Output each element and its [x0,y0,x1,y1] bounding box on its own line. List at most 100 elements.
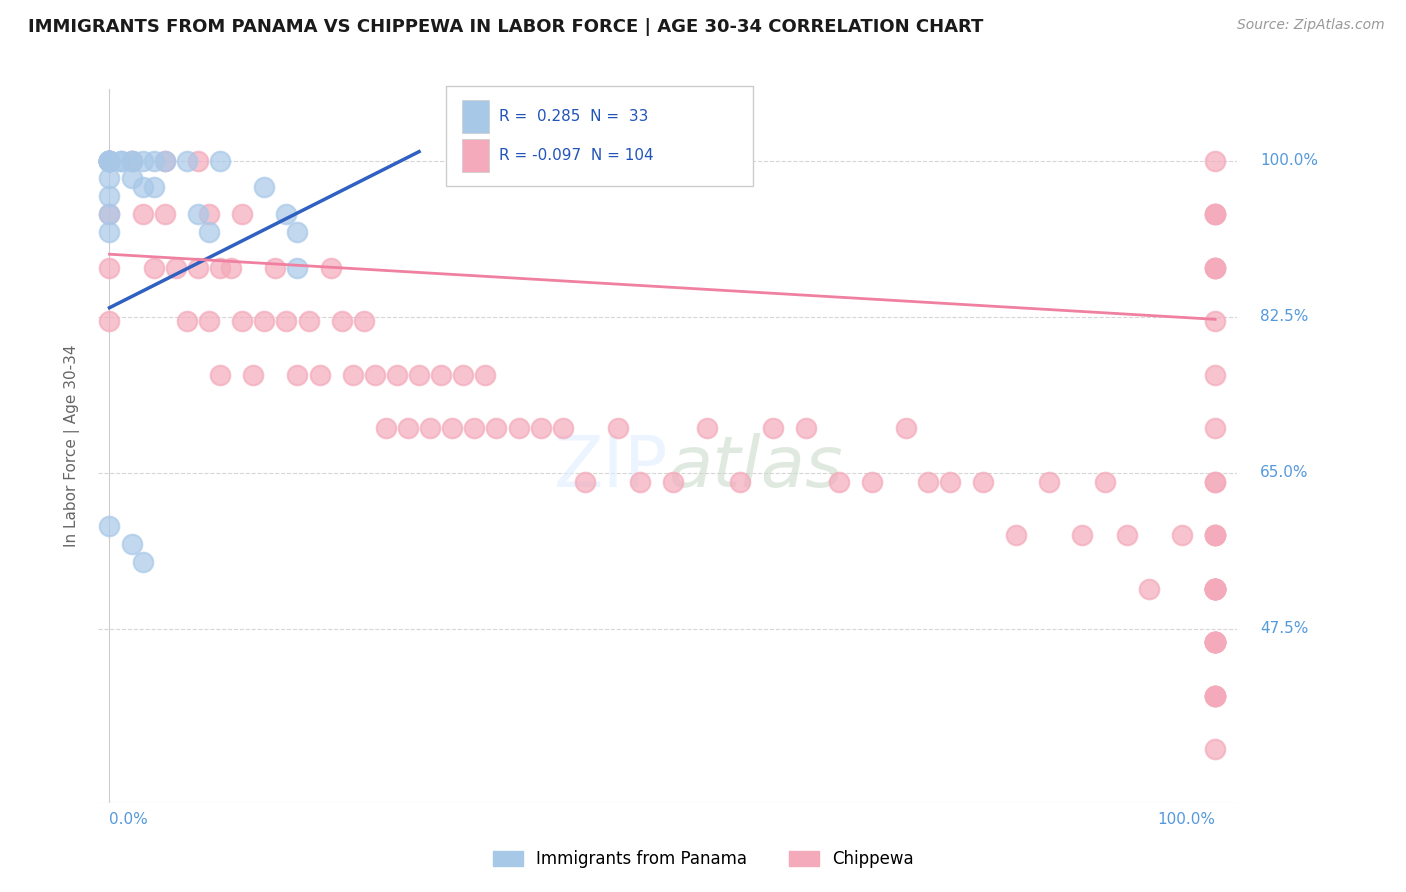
Point [98,153,121,168]
Point [828,475,851,489]
Point [209,153,232,168]
Point [131,180,153,194]
Point [1204,207,1226,221]
Point [98,153,121,168]
Legend: Immigrants from Panama, Chippewa: Immigrants from Panama, Chippewa [486,844,920,875]
Point [1204,260,1226,275]
Point [463,421,485,435]
Point [1204,260,1226,275]
Point [98,207,121,221]
Point [98,153,121,168]
Point [1204,368,1226,382]
Point [574,475,596,489]
Point [209,260,232,275]
Point [696,421,718,435]
Point [1204,260,1226,275]
Point [1204,689,1226,703]
Point [187,153,209,168]
Point [142,180,165,194]
Point [1137,582,1160,596]
Point [231,314,253,328]
Point [1204,582,1226,596]
Point [917,475,939,489]
Point [98,153,121,168]
Point [98,153,121,168]
Point [1115,528,1137,542]
Point [131,555,153,569]
Point [1204,635,1226,649]
Point [121,171,143,186]
Point [1204,635,1226,649]
Text: R = -0.097  N = 104: R = -0.097 N = 104 [499,148,654,163]
Point [894,421,917,435]
Point [419,421,441,435]
Point [508,421,530,435]
Point [1204,635,1226,649]
Point [607,421,630,435]
Point [198,207,221,221]
Point [98,189,121,203]
Point [396,421,419,435]
Point [1204,742,1226,756]
Point [187,260,209,275]
Point [1204,582,1226,596]
Point [98,225,121,239]
Text: 0.0%: 0.0% [110,812,148,827]
Point [762,421,785,435]
Point [121,537,143,551]
Text: 100.0%: 100.0% [1260,153,1317,168]
FancyBboxPatch shape [461,100,489,133]
Point [453,368,475,382]
Text: ZIP: ZIP [554,433,668,502]
Point [165,260,187,275]
Point [98,207,121,221]
Point [131,153,153,168]
Point [198,314,221,328]
Point [385,368,408,382]
Point [1204,582,1226,596]
Point [308,368,330,382]
Point [353,314,375,328]
Point [939,475,962,489]
Point [209,368,232,382]
Point [1204,528,1226,542]
Text: 65.0%: 65.0% [1260,466,1309,480]
Text: Source: ZipAtlas.com: Source: ZipAtlas.com [1237,18,1385,32]
Point [1094,475,1116,489]
Point [1204,153,1226,168]
Point [485,421,508,435]
Point [972,475,994,489]
Point [297,314,319,328]
Point [1204,582,1226,596]
Point [441,421,464,435]
Point [1204,635,1226,649]
Point [187,207,209,221]
Point [98,260,121,275]
FancyBboxPatch shape [446,86,754,186]
Point [98,153,121,168]
Point [1204,582,1226,596]
Text: IMMIGRANTS FROM PANAMA VS CHIPPEWA IN LABOR FORCE | AGE 30-34 CORRELATION CHART: IMMIGRANTS FROM PANAMA VS CHIPPEWA IN LA… [28,18,983,36]
Point [253,180,276,194]
Point [98,153,121,168]
Text: atlas: atlas [668,433,842,502]
Point [330,314,353,328]
Point [98,153,121,168]
Point [1204,635,1226,649]
Point [1204,582,1226,596]
Point [628,475,651,489]
Point [1204,475,1226,489]
Point [1204,314,1226,328]
Point [276,207,298,221]
Point [242,368,264,382]
Point [98,314,121,328]
Point [474,368,496,382]
Point [1204,528,1226,542]
Point [110,153,132,168]
Point [1204,207,1226,221]
Point [142,153,165,168]
Point [176,314,198,328]
FancyBboxPatch shape [461,139,489,172]
Point [1204,475,1226,489]
Point [131,207,153,221]
